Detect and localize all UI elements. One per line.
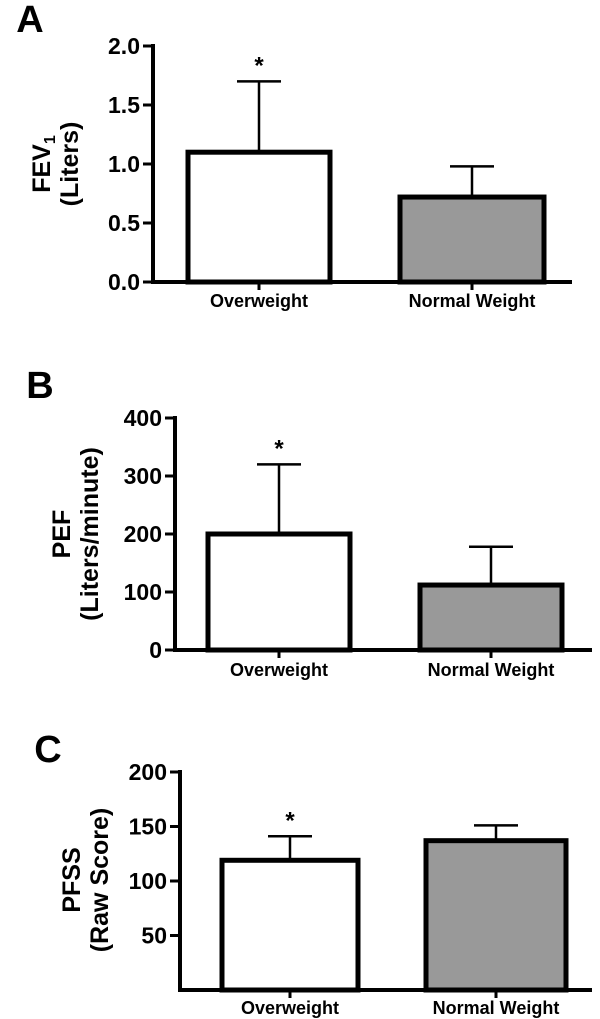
y-axis-label-line2: (Liters/minute) bbox=[76, 447, 104, 621]
y-axis-label-line2: (Liters) bbox=[56, 122, 84, 207]
bar bbox=[219, 857, 361, 993]
category-label: Normal Weight bbox=[409, 291, 536, 311]
bar bbox=[185, 149, 333, 285]
y-axis-label: PFSS(Raw Score) bbox=[58, 808, 114, 952]
bar bbox=[397, 194, 547, 285]
bar bbox=[423, 838, 569, 993]
y-tick-label: 0.0 bbox=[108, 269, 140, 295]
significance-marker: * bbox=[274, 435, 284, 462]
y-tick-label: 400 bbox=[124, 405, 162, 431]
panel-c: C PFSS(Raw Score) * Overweight Normal Weight… bbox=[34, 729, 592, 1018]
y-tick-label: 150 bbox=[129, 814, 167, 840]
significance-marker: * bbox=[254, 52, 264, 79]
category-label: Overweight bbox=[241, 998, 339, 1018]
panel-a: A FEV1(Liters) * Overweight Normal Weight 0.0… bbox=[16, 0, 572, 311]
y-tick-label: 0 bbox=[149, 637, 162, 663]
y-tick-label: 100 bbox=[124, 579, 162, 605]
y-axis-label-line1: FEV bbox=[28, 144, 56, 193]
y-axis-label-line2: (Raw Score) bbox=[86, 808, 114, 952]
y-tick-label: 1.0 bbox=[108, 151, 140, 177]
bar bbox=[205, 531, 353, 653]
y-tick-label: 200 bbox=[129, 759, 167, 785]
y-tick-label: 0.5 bbox=[108, 210, 140, 236]
panel-letter: B bbox=[26, 365, 53, 407]
panel-letter: A bbox=[16, 0, 43, 41]
y-tick-label: 300 bbox=[124, 463, 162, 489]
y-axis-label-line1: PEF bbox=[48, 510, 76, 559]
y-axis-label: PEF(Liters/minute) bbox=[48, 447, 104, 621]
panel-b: B PEF(Liters/minute) * Overweight Normal Wei… bbox=[26, 365, 592, 680]
category-label: Overweight bbox=[230, 660, 328, 680]
y-tick-label: 100 bbox=[129, 868, 167, 894]
y-axis-label-line1: PFSS bbox=[58, 847, 86, 912]
y-axis-label: FEV1(Liters) bbox=[28, 122, 84, 207]
y-tick-label: 200 bbox=[124, 521, 162, 547]
category-label: Normal Weight bbox=[428, 660, 555, 680]
y-tick-label: 50 bbox=[141, 923, 167, 949]
y-axis-label-subscript: 1 bbox=[42, 135, 59, 144]
significance-marker: * bbox=[285, 807, 295, 834]
category-label: Overweight bbox=[210, 291, 308, 311]
y-tick-label: 2.0 bbox=[108, 33, 140, 59]
category-label: Normal Weight bbox=[433, 998, 560, 1018]
panel-letter: C bbox=[34, 729, 61, 771]
bar bbox=[417, 582, 565, 653]
y-tick-label: 1.5 bbox=[108, 92, 140, 118]
